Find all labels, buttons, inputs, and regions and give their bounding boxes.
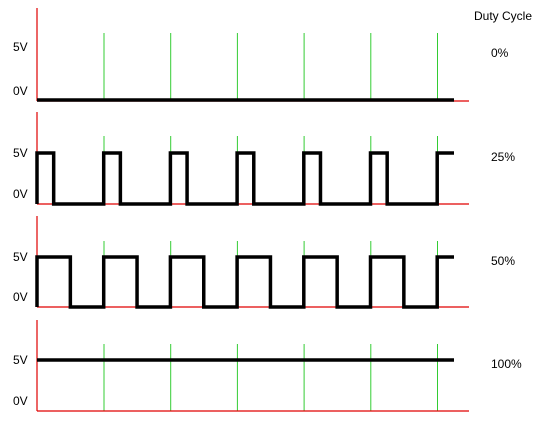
duty-label-3: 50% (491, 254, 515, 268)
label-5v-2: 5V (13, 146, 28, 160)
signal-waveform-2 (35, 151, 454, 206)
label-5v-3: 5V (13, 250, 28, 264)
duty-cycle-title: Duty Cycle (474, 9, 532, 23)
duty-label-4: 100% (491, 357, 522, 371)
label-0v-1: 0V (13, 84, 28, 98)
duty-label-2: 25% (491, 150, 515, 164)
label-0v-3: 0V (13, 290, 28, 304)
label-0v-2: 0V (13, 187, 28, 201)
signal-waveform-3 (35, 255, 454, 309)
duty-label-1: 0% (491, 46, 509, 60)
label-5v-1: 5V (13, 40, 28, 54)
label-5v-4: 5V (13, 353, 28, 367)
label-0v-4: 0V (13, 394, 28, 408)
